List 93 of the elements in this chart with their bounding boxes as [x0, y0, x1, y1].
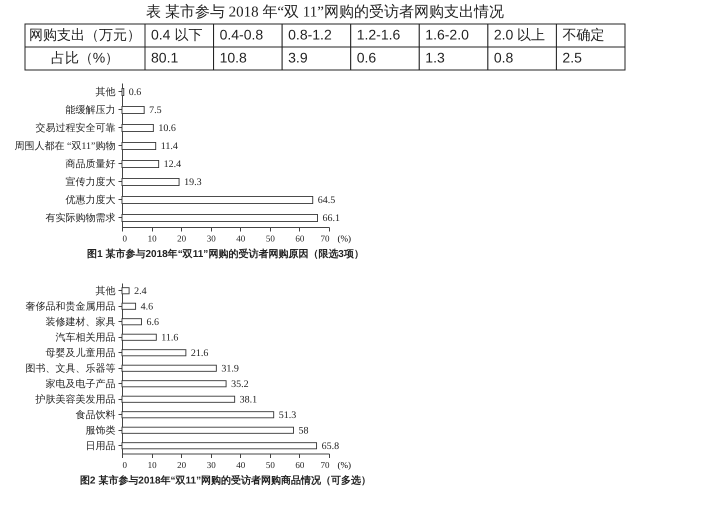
x-tick-label: 50 [266, 234, 276, 244]
bar [122, 302, 136, 310]
x-tick-label: 40 [236, 234, 246, 244]
text: 网购支出（万元） [29, 26, 141, 42]
data-label: 2.5 [562, 50, 582, 66]
y-tick-label: 其他 [96, 86, 116, 98]
x-tick-label: 10 [148, 234, 158, 244]
data-label: 66.1 [322, 213, 340, 224]
bar [122, 287, 130, 294]
text: 图1 某市参与2018年“双11”网购的受访者网购原因（限选3项） [87, 248, 364, 260]
bar [122, 106, 145, 114]
bar [122, 442, 318, 450]
bar [122, 124, 154, 132]
data-label: 0.6 [128, 87, 142, 98]
text: 表 某市参与 2018 年“双 11”网购的受访者网购支出情况 [146, 4, 504, 20]
bar [122, 349, 186, 356]
y-tick-label: 服饰类 [86, 424, 116, 436]
bar [122, 318, 142, 326]
data-label: 31.9 [221, 363, 239, 374]
y-tick-label: 图书、文具、乐器等 [26, 362, 116, 374]
category-label: 不确定 [562, 26, 604, 42]
x-tick-label: 40 [236, 460, 246, 470]
x-tick-label: 20 [177, 234, 187, 244]
y-tick-label: 商品质量好 [66, 158, 116, 170]
x-tick-label: 60 [295, 460, 305, 470]
category-label: 0.8-1.2 [288, 26, 332, 42]
data-label: 4.6 [140, 301, 154, 312]
bar [122, 380, 227, 388]
y-tick-label: 有实际购物需求 [46, 212, 116, 224]
category-label: 0.4 以下 [151, 26, 202, 42]
data-label: 38.1 [240, 394, 258, 406]
category-label: 1.2-1.6 [356, 26, 401, 42]
data-label: 11.6 [161, 332, 178, 344]
category-label: 2.0 以上 [494, 26, 546, 42]
x-tick-label: 0 [122, 234, 128, 244]
data-label: 0.6 [356, 50, 376, 66]
y-tick-label: 家电及电子产品 [46, 378, 116, 390]
bar [122, 196, 314, 204]
bar [122, 411, 274, 418]
x-tick-label: 0 [122, 460, 128, 470]
data-label: 51.3 [278, 410, 296, 421]
x-tick-label: 20 [177, 460, 187, 470]
y-tick-label: 护肤美容美发用品 [34, 393, 116, 406]
bar [122, 178, 180, 186]
data-label: 0.8 [494, 50, 514, 66]
y-tick-label: 食品饮料 [76, 408, 116, 421]
y-tick-label: 宣传力度大 [66, 176, 116, 188]
y-tick-label: 其他 [96, 284, 116, 297]
data-label: 19.3 [184, 177, 202, 188]
data-label: 58 [298, 425, 309, 436]
bar [122, 364, 217, 372]
data-label: 6.6 [146, 316, 160, 328]
bar [122, 426, 294, 434]
data-label: 3.9 [288, 50, 308, 66]
y-tick-label: 优惠力度大 [66, 194, 116, 206]
y-tick-label: 汽车相关用品 [56, 331, 116, 344]
category-label: 1.6-2.0 [425, 26, 470, 42]
data-label: 21.6 [190, 348, 208, 359]
data-label: 1.3 [425, 50, 445, 66]
x-tick-label: 70 [320, 234, 330, 244]
data-label: 80.1 [151, 50, 178, 66]
y-tick-label: 能缓解压力 [66, 104, 116, 116]
data-label: 10.8 [220, 50, 248, 66]
x-tick-label: 50 [266, 460, 276, 470]
data-label: 10.6 [158, 123, 176, 134]
bar [122, 396, 236, 403]
data-label: 12.4 [164, 159, 182, 170]
text: 图2 某市参与2018年“双11”网购的受访者网购商品情况（可多选） [80, 474, 372, 486]
data-label: 2.4 [134, 286, 147, 297]
y-tick-label: 日用品 [86, 440, 116, 452]
y-tick-label: 装修建材、家具 [46, 316, 116, 328]
text: 占比（%） [50, 50, 120, 66]
data-label: 7.5 [149, 105, 162, 116]
x-tick-label: 10 [148, 460, 158, 470]
x-axis-title: (%) [338, 234, 351, 244]
category-label: 0.4-0.8 [220, 26, 264, 42]
y-tick-label: 母婴及儿童用品 [46, 346, 116, 359]
data-label: 35.2 [231, 378, 249, 390]
x-tick-label: 30 [206, 460, 216, 470]
y-tick-label: 奢侈品和贵金属用品 [26, 300, 116, 312]
x-tick-label: 70 [320, 460, 330, 470]
x-axis-title: (%) [338, 460, 351, 470]
bar [122, 214, 318, 222]
data-label: 11.4 [160, 141, 178, 152]
bar [122, 160, 160, 168]
bar [122, 142, 156, 150]
x-tick-label: 60 [295, 234, 305, 244]
data-label: 65.8 [322, 440, 340, 452]
y-tick-label: 交易过程安全可靠 [36, 122, 116, 134]
y-tick-label: 周围人都在 “双11”购物 [14, 140, 116, 152]
bar [122, 334, 157, 341]
x-tick-label: 30 [206, 234, 216, 244]
data-label: 64.5 [318, 195, 336, 206]
